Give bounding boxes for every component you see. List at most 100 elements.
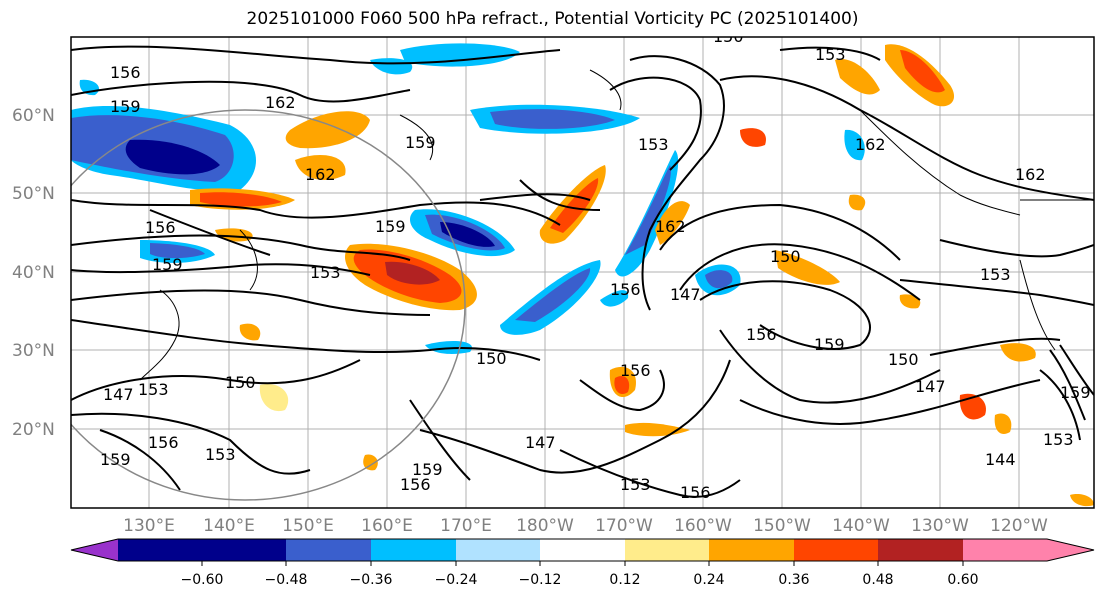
coastlines <box>139 69 1094 381</box>
lon-label: 120°W <box>990 516 1048 536</box>
pv-negative-patch <box>440 222 495 247</box>
lat-label: 50°N <box>12 184 55 204</box>
colorbar-segment <box>878 539 963 561</box>
pv-negative-patch <box>150 243 205 259</box>
pv-positive-patch <box>994 413 1012 435</box>
colorbar: −0.60 −0.48 −0.36 −0.24 −0.12 0.12 0.24 … <box>70 538 1095 588</box>
lon-label: 140°W <box>832 516 890 536</box>
colorbar-tick-label: 0.24 <box>693 572 724 588</box>
pv-positive-patch <box>550 178 599 233</box>
latitude-labels: 60°N 50°N 40°N 30°N 20°N <box>12 106 55 440</box>
pv-positive-patch <box>239 323 261 341</box>
range-circle <box>71 109 466 501</box>
lon-label: 170°E <box>440 516 492 536</box>
colorbar-segment <box>963 539 1047 561</box>
pv-positive-patch <box>363 454 378 471</box>
colorbar-segment <box>540 539 625 561</box>
contour-label: 159 <box>405 133 436 152</box>
contour-label: 153 <box>138 380 169 399</box>
pv-positive-patch <box>900 50 945 93</box>
colorbar-tick-label: −0.60 <box>181 572 224 588</box>
contour-label: 153 <box>205 445 236 464</box>
contour-label: 150 <box>225 373 256 392</box>
contour-label: 159 <box>412 460 443 479</box>
colorbar-segment <box>371 539 456 561</box>
lon-label: 180°W <box>516 516 574 536</box>
pv-positive-patch <box>200 192 282 207</box>
contour-label: 162 <box>305 165 336 184</box>
pv-positive-patch <box>835 59 880 95</box>
pv-positive-patch <box>385 261 440 285</box>
pv-positive-patch <box>1000 343 1036 362</box>
lat-label: 40°N <box>12 263 55 283</box>
contour-label: 159 <box>375 217 406 236</box>
colorbar-segment <box>709 539 794 561</box>
contour-label: 150 <box>888 350 919 369</box>
contour-label: 156 <box>400 475 431 494</box>
contour-label: 156 <box>610 280 641 299</box>
pv-positive-patch <box>295 155 346 180</box>
colorbar-tick-label: 0.36 <box>778 572 809 588</box>
lon-label: 130°E <box>123 516 175 536</box>
contour-label: 153 <box>620 475 651 494</box>
pv-negative-patch <box>705 270 733 289</box>
colorbar-tick-label: −0.36 <box>350 572 393 588</box>
contour-label: 147 <box>915 377 946 396</box>
height-contours <box>71 45 1094 498</box>
contour-label: 150 <box>713 27 744 46</box>
contour-label: 159 <box>100 450 131 469</box>
pv-negative-patch <box>400 43 520 67</box>
contour-labels: 156 159 162 159 162 162 159 156 159 153 … <box>100 27 1091 502</box>
pv-positive-patch <box>655 201 690 245</box>
pv-positive-patch <box>740 128 766 147</box>
contour-label: 156 <box>110 63 141 82</box>
contour-label: 159 <box>152 255 183 274</box>
pv-negative-patch <box>844 129 865 161</box>
map-frame <box>70 36 1095 509</box>
lon-label: 160°E <box>361 516 413 536</box>
contour-label: 162 <box>855 135 886 154</box>
colorbar-tick-label: 0.48 <box>862 572 893 588</box>
contour-label: 153 <box>310 263 341 282</box>
contour-label: 147 <box>525 433 556 452</box>
colorbar-segment <box>1047 539 1094 561</box>
lon-label: 150°E <box>282 516 334 536</box>
colorbar-segment <box>456 539 540 561</box>
pv-positive-patch <box>1070 494 1094 507</box>
pv-positive-patch <box>775 250 840 285</box>
map-area: 156 159 162 159 162 162 159 156 159 153 … <box>71 27 1094 508</box>
pv-negative-patch <box>515 268 591 322</box>
colorbar-tick-label: −0.12 <box>519 572 562 588</box>
longitude-labels: 130°E 140°E 150°E 160°E 170°E 180°W 170°… <box>123 516 1048 536</box>
pv-positive-patch <box>899 294 921 309</box>
lat-label: 60°N <box>12 106 55 126</box>
lat-label: 30°N <box>12 341 55 361</box>
pv-negative-patch <box>125 139 220 175</box>
contour-label: 147 <box>103 385 134 404</box>
colorbar-segment <box>794 539 878 561</box>
colorbar-tick-label: 0.12 <box>609 572 640 588</box>
pv-shading <box>71 43 1094 507</box>
pv-negative-patch <box>600 290 629 307</box>
contour-label: 153 <box>1043 430 1074 449</box>
colorbar-tick-label: −0.48 <box>265 572 308 588</box>
contour-label: 150 <box>476 349 507 368</box>
colorbar-segment <box>625 539 709 561</box>
contour-label: 156 <box>148 433 179 452</box>
contour-label: 156 <box>746 325 777 344</box>
pv-positive-patch <box>848 194 866 211</box>
contour-label: 162 <box>1015 165 1046 184</box>
lon-label: 170°W <box>595 516 653 536</box>
colorbar-segment <box>118 539 202 561</box>
contour-label: 144 <box>985 450 1016 469</box>
colorbar-tick-label: 0.60 <box>947 572 978 588</box>
lon-label: 160°W <box>674 516 732 536</box>
contour-label: 162 <box>265 93 296 112</box>
contour-label: 153 <box>638 135 669 154</box>
pv-positive-patch <box>614 375 630 395</box>
pv-negative-patch <box>370 58 413 75</box>
pv-positive-patch <box>285 111 370 149</box>
contour-label: 159 <box>814 335 845 354</box>
lon-label: 140°E <box>203 516 255 536</box>
